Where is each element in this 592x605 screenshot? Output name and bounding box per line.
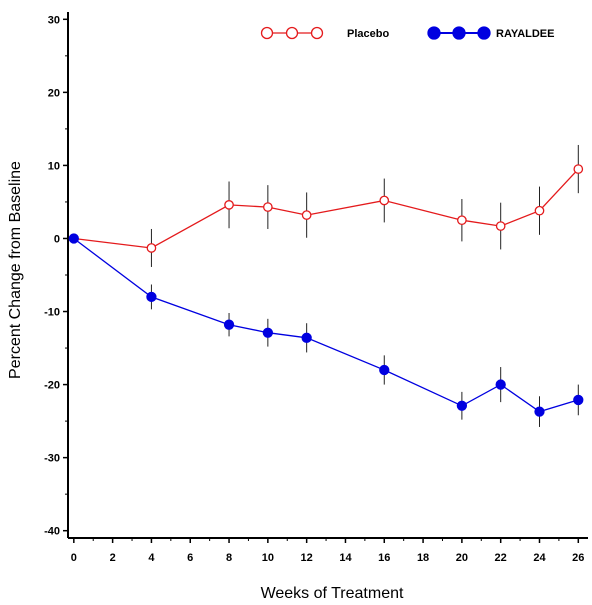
- legend-label-placebo: Placebo: [347, 28, 389, 40]
- placebo-point: [495, 221, 506, 231]
- x-tick-label: 16: [378, 552, 390, 564]
- x-tick-label: 4: [148, 552, 155, 564]
- legend-swatch-marker-placebo: [285, 26, 299, 40]
- y-tick-label: 0: [54, 233, 60, 245]
- legend-label-rayaldee: RAYALDEE: [496, 28, 555, 40]
- placebo-point: [534, 205, 545, 216]
- y-tick-label: 20: [48, 87, 60, 99]
- placebo-line: [73, 168, 579, 249]
- x-axis-title: Weeks of Treatment: [261, 585, 404, 602]
- placebo-point: [573, 164, 584, 174]
- rayaldee-point: [456, 400, 468, 411]
- error-bars: [150, 144, 579, 427]
- y-tick-label: 30: [48, 14, 60, 26]
- y-axis-title: Percent Change from Baseline: [7, 161, 24, 379]
- rayaldee-point: [379, 364, 390, 376]
- x-tick-label: 26: [572, 552, 584, 564]
- x-tick-label: 22: [495, 552, 507, 564]
- legend-swatch-marker-rayaldee: [427, 26, 441, 40]
- x-tick-label: 2: [110, 552, 116, 564]
- x-tick-label: 14: [339, 552, 352, 564]
- legend: Placebo RAYALDEE: [260, 26, 555, 40]
- rayaldee-point: [146, 291, 157, 303]
- rayaldee-point: [495, 379, 506, 390]
- legend-swatch-marker-placebo: [310, 26, 324, 40]
- x-tick-label: 18: [417, 552, 429, 564]
- rayaldee-point: [534, 406, 545, 417]
- series-lines: [73, 168, 579, 413]
- x-tick-label: 6: [187, 552, 193, 564]
- placebo-point: [301, 210, 312, 220]
- rayaldee-point: [68, 233, 79, 244]
- x-tick-label: 0: [71, 552, 77, 564]
- x-tick-label: 20: [456, 552, 468, 564]
- legend-swatch-marker-rayaldee: [452, 26, 466, 40]
- x-tick-label: 24: [533, 552, 546, 564]
- x-tick-label: 8: [226, 552, 232, 564]
- y-tick-label: -30: [44, 453, 60, 465]
- rayaldee-point: [573, 394, 584, 406]
- legend-swatch-marker-placebo: [260, 26, 274, 40]
- y-tick-label: -20: [44, 380, 60, 392]
- rayaldee-point: [223, 319, 235, 330]
- placebo-point: [263, 202, 273, 212]
- placebo-point: [146, 243, 157, 253]
- legend-swatch-marker-rayaldee: [477, 26, 491, 40]
- placebo-point: [379, 195, 390, 206]
- y-tick-label: 10: [48, 160, 60, 172]
- rayaldee-point: [262, 327, 274, 338]
- rayaldee-line: [73, 237, 579, 413]
- placebo-point: [224, 200, 234, 210]
- rayaldee-point: [301, 332, 312, 343]
- placebo-point: [457, 215, 467, 226]
- y-tick-label: -10: [44, 307, 60, 319]
- x-tick-label: 10: [262, 552, 274, 564]
- x-tick-label: 12: [301, 552, 313, 564]
- data-markers: [68, 164, 584, 417]
- y-tick-label: -40: [44, 526, 60, 538]
